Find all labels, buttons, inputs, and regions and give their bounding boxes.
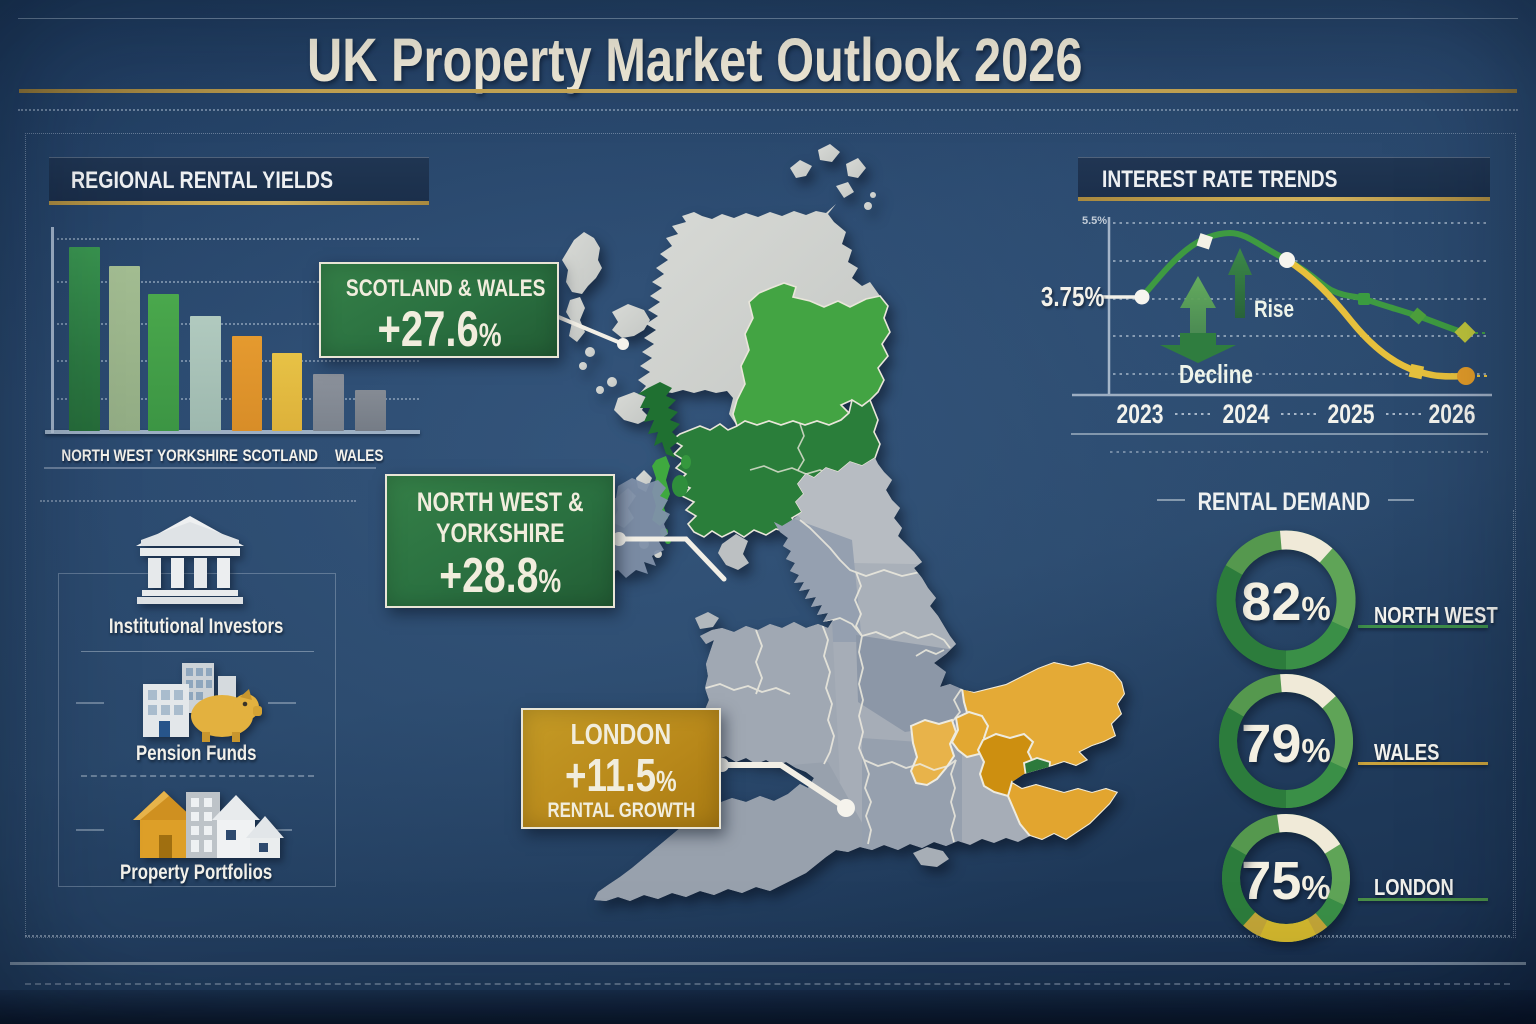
svg-text:5.5%: 5.5%	[1082, 215, 1107, 227]
svg-text:2024: 2024	[1223, 399, 1270, 429]
svg-text:2025: 2025	[1328, 399, 1375, 429]
svg-text:Rise: Rise	[1254, 296, 1294, 323]
svg-text:Decline: Decline	[1179, 359, 1253, 389]
svg-text:2023: 2023	[1117, 399, 1164, 429]
svg-text:2026: 2026	[1429, 399, 1476, 429]
